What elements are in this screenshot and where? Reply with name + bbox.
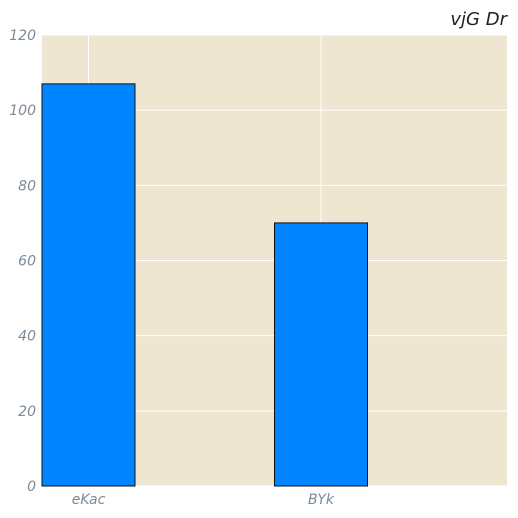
y-tick-label: 60 <box>18 254 36 270</box>
y-tick-label: 0 <box>27 479 36 495</box>
bar-eKac <box>42 84 135 486</box>
y-tick-label: 40 <box>18 329 36 345</box>
x-axis-ticks: eKac BYk <box>72 492 335 508</box>
y-tick-label: 20 <box>18 404 36 420</box>
y-tick-label: 80 <box>18 178 36 194</box>
y-tick-label: 100 <box>9 103 36 119</box>
chart-title: vjG Dr <box>450 9 508 30</box>
y-tick-label: 120 <box>9 28 36 44</box>
x-tick-label: BYk <box>308 492 335 508</box>
x-tick-label: eKac <box>72 492 106 508</box>
y-axis-ticks: 0 20 40 60 80 100 120 <box>9 28 36 495</box>
bar-BYk <box>275 223 368 486</box>
